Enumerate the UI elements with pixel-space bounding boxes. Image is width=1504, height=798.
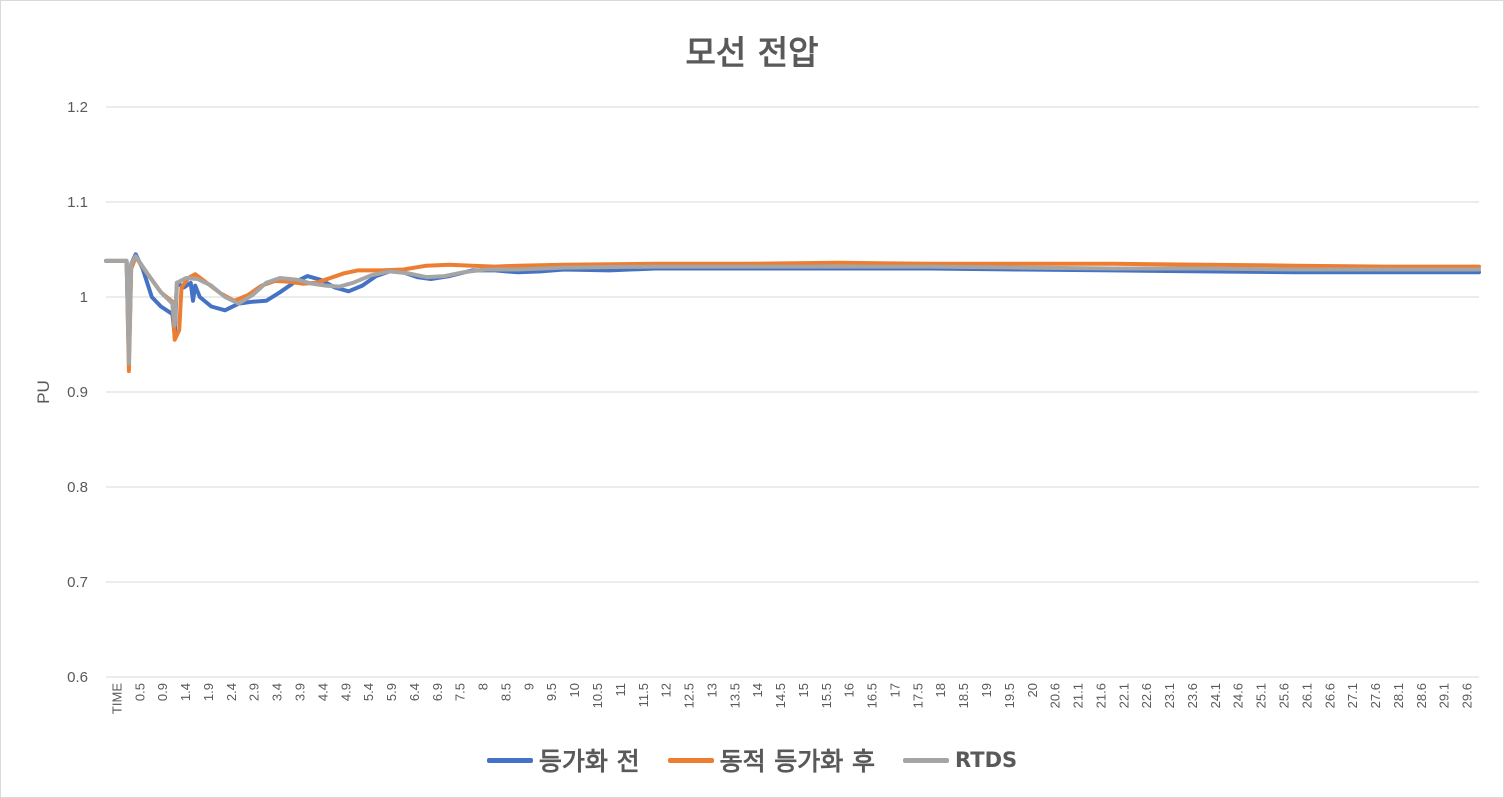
x-tick-label: 5.4 <box>361 683 376 701</box>
x-tick-label: 19 <box>979 683 994 697</box>
x-tick-label: 6.4 <box>407 683 422 701</box>
series-line-1 <box>104 255 1481 374</box>
y-tick-label: 0.6 <box>67 669 88 686</box>
x-tick-label: 26.1 <box>1299 683 1314 708</box>
x-tick-label: 16 <box>842 683 857 697</box>
x-tick-label: 18.5 <box>956 683 971 708</box>
x-tick-label: 12 <box>659 683 674 697</box>
x-tick-label: 1.4 <box>178 683 193 701</box>
x-tick-label: 20 <box>1025 683 1040 697</box>
x-tick-label: 10.5 <box>590 683 605 708</box>
x-tick-label: 3.9 <box>293 683 308 701</box>
y-axis-label: PU <box>34 380 53 404</box>
x-tick-label: 15 <box>796 683 811 697</box>
x-tick-label: 27.1 <box>1345 683 1360 708</box>
x-tick-label: 2.4 <box>224 683 239 701</box>
x-tick-label: 14.5 <box>773 683 788 708</box>
x-tick-label: 11 <box>613 683 628 697</box>
x-tick-label: 12.5 <box>682 683 697 708</box>
legend-item-0: 등가화 전 <box>486 742 640 778</box>
x-tick-label: 7.5 <box>453 683 468 701</box>
legend-swatch <box>667 757 714 763</box>
y-tick-label: 0.8 <box>67 479 88 496</box>
x-tick-label: 8.5 <box>498 683 513 701</box>
legend-swatch <box>903 757 950 763</box>
x-tick-label: 19.5 <box>1002 683 1017 708</box>
legend-label: RTDS <box>955 748 1018 772</box>
x-tick-label: 26.6 <box>1322 683 1337 708</box>
x-tick-label: 15.5 <box>819 683 834 708</box>
series-lines <box>104 252 1481 374</box>
x-tick-label: 0.9 <box>155 683 170 701</box>
x-tick-label: 28.6 <box>1414 683 1429 708</box>
x-tick-label: 13.5 <box>727 683 742 708</box>
x-tick-label: 28.1 <box>1391 683 1406 708</box>
x-tick-label: 9 <box>521 683 536 690</box>
x-tick-label: 4.9 <box>338 683 353 701</box>
legend-item-2: RTDS <box>903 742 1017 778</box>
x-tick-label: 25.6 <box>1276 683 1291 708</box>
legend-label: 동적 등가화 후 <box>719 747 876 776</box>
y-tick-label: 0.9 <box>67 384 88 401</box>
legend-swatch <box>486 757 533 763</box>
legend: 등가화 전 동적 등가화 후 RTDS <box>0 742 1504 778</box>
x-tick-label: 27.6 <box>1368 683 1383 708</box>
legend-label: 등가화 전 <box>538 747 640 776</box>
x-tick-label: 5.9 <box>384 683 399 701</box>
x-tick-label: 29.1 <box>1437 683 1452 708</box>
x-tick-label: 11.5 <box>636 683 651 707</box>
x-tick-label: 24.1 <box>1208 683 1223 708</box>
x-tick-label: 23.1 <box>1162 683 1177 708</box>
x-tick-label: 22.1 <box>1116 683 1131 708</box>
x-tick-label: 21.6 <box>1093 683 1108 708</box>
x-tick-label: 23.6 <box>1185 683 1200 708</box>
x-tick-label: 21.1 <box>1071 683 1086 708</box>
y-tick-label: 0.7 <box>67 574 88 591</box>
x-tick-label: 22.6 <box>1139 683 1154 708</box>
series-line-2 <box>104 254 1481 366</box>
x-tick-label: TIME <box>109 683 124 714</box>
x-tick-label: 2.9 <box>247 683 262 701</box>
x-tick-label: 1.9 <box>201 683 216 701</box>
x-tick-label: 29.6 <box>1460 683 1475 708</box>
y-tick-labels: 0.6 0.7 0.8 0.9 1 1.1 1.2 <box>67 99 88 686</box>
x-tick-label: 6.9 <box>430 683 445 701</box>
x-tick-label: 17 <box>887 683 902 697</box>
x-tick-label: 8 <box>476 683 491 690</box>
x-tick-label: 25.1 <box>1254 683 1269 708</box>
x-tick-label: 3.4 <box>270 683 285 701</box>
y-tick-label: 1 <box>80 289 88 306</box>
x-tick-label: 14 <box>750 683 765 697</box>
legend-item-1: 동적 등가화 후 <box>667 742 876 778</box>
x-tick-label: 4.4 <box>315 683 330 701</box>
chart-title: 모선 전압 <box>685 33 819 72</box>
x-tick-label: 0.5 <box>132 683 147 701</box>
x-tick-label: 13 <box>704 683 719 697</box>
x-tick-label: 24.6 <box>1231 683 1246 708</box>
y-tick-label: 1.2 <box>67 99 88 116</box>
x-tick-label: 16.5 <box>865 683 880 708</box>
x-tick-label: 9.5 <box>544 683 559 701</box>
y-tick-label: 1.1 <box>67 194 88 211</box>
x-tick-label: 20.6 <box>1048 683 1063 708</box>
x-tick-label: 17.5 <box>910 683 925 708</box>
x-tick-label: 10 <box>567 683 582 697</box>
gridlines <box>106 106 1479 678</box>
x-tick-labels: TIME 0.5 0.9 1.4 1.9 2.4 2.9 3.4 3.9 4.4 4.9 5.4 5.9… <box>109 683 1474 714</box>
x-tick-label: 18 <box>933 683 948 697</box>
